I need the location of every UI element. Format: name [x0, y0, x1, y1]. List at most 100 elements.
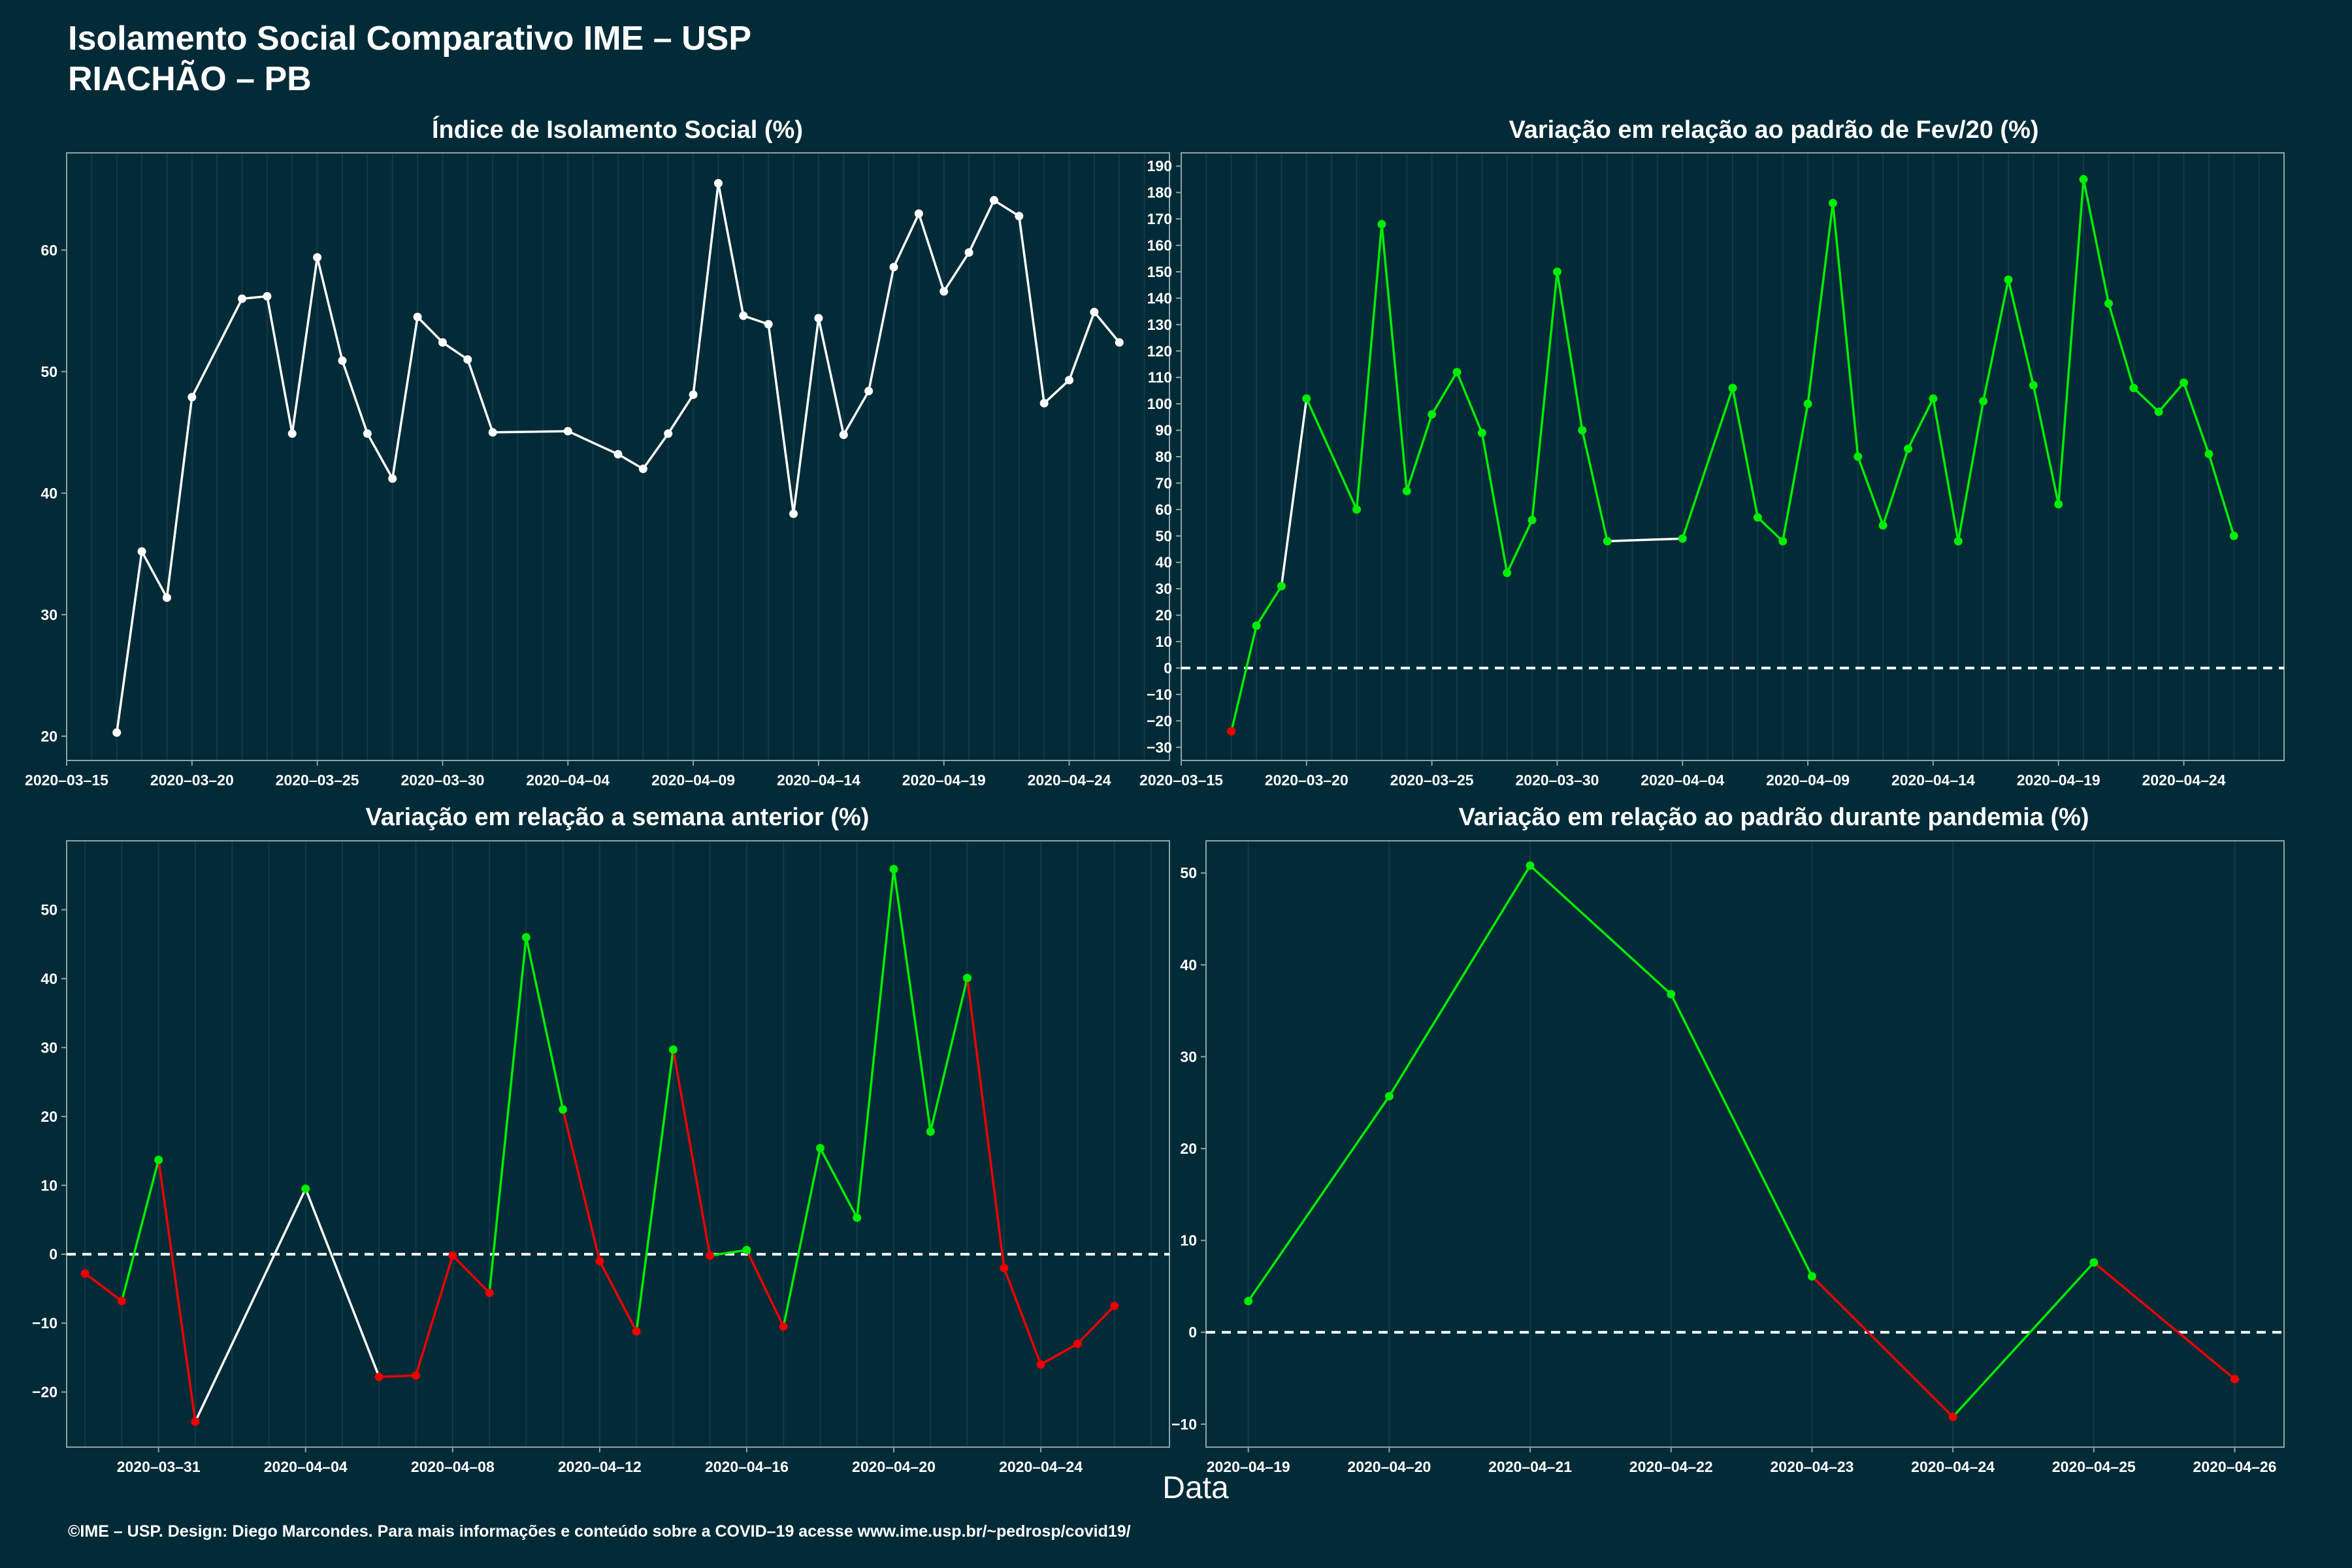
- data-point: [1904, 444, 1913, 453]
- data-point: [1115, 338, 1124, 347]
- x-tick-label: 2020–03–20: [1265, 772, 1348, 789]
- data-point: [1015, 212, 1024, 221]
- data-point: [839, 431, 848, 440]
- data-point: [742, 1245, 751, 1254]
- x-tick-label: 2020–04–04: [1641, 772, 1724, 789]
- series-segment: [1831, 203, 1859, 457]
- data-point: [2154, 407, 2163, 416]
- series-segment: [341, 360, 369, 434]
- data-point: [363, 429, 372, 438]
- y-tick-label: 110: [1148, 369, 1172, 386]
- data-point: [889, 263, 898, 272]
- main-title: Isolamento Social Comparativo IME – USP …: [68, 18, 751, 99]
- chart-panel-3: −20 −10 0 10 20 30 40 50 2020–03–31 2020–04–04 202…: [32, 840, 1170, 1475]
- data-point: [1552, 267, 1561, 276]
- x-tick-label: 2020–04–14: [1891, 772, 1975, 789]
- data-point: [1384, 1092, 1394, 1101]
- data-point: [1110, 1301, 1119, 1311]
- series-segment: [1305, 398, 1358, 510]
- y-tick-label: −30: [1147, 739, 1172, 756]
- data-point: [117, 1296, 126, 1305]
- x-tick-label: 2020–03–15: [25, 772, 108, 789]
- data-point: [668, 1045, 678, 1054]
- y-tick-label: 0: [1164, 659, 1172, 676]
- data-point: [2029, 381, 2038, 390]
- y-tick-label: −20: [32, 1384, 57, 1401]
- x-tick-label: 2020–03–25: [1390, 772, 1474, 789]
- series-segment: [1405, 414, 1433, 492]
- data-point: [412, 1371, 421, 1380]
- series-segment: [966, 977, 1005, 1269]
- series-segment: [817, 318, 845, 435]
- y-tick-label: 70: [1155, 474, 1172, 491]
- series-segment: [414, 1255, 454, 1376]
- series-segment: [567, 430, 619, 455]
- data-point: [1227, 727, 1236, 736]
- series-segment: [1018, 216, 1045, 404]
- x-tick-label: 2020–04–19: [2017, 772, 2100, 789]
- data-point: [559, 1105, 568, 1114]
- data-point: [1728, 384, 1737, 393]
- data-point: [963, 973, 972, 983]
- data-point: [1402, 487, 1411, 496]
- data-point: [1428, 410, 1437, 419]
- series-segment: [1782, 403, 1809, 542]
- series-segment: [1230, 625, 1258, 732]
- chart-panel-1: 20 30 40 50 60 2020–03–15 2020–03–20 2020–03–25…: [25, 152, 1170, 789]
- data-point: [521, 933, 531, 942]
- x-tick-label: 2020–04–23: [1770, 1458, 1854, 1475]
- series-segment: [667, 394, 694, 434]
- series-segment: [1355, 224, 1383, 510]
- x-tick-label: 2020–04–04: [526, 772, 610, 789]
- data-point: [926, 1127, 935, 1136]
- x-tick-label: 2020–03–20: [150, 772, 234, 789]
- data-point: [1073, 1339, 1082, 1348]
- series-segment: [642, 433, 670, 470]
- series-segment: [157, 1160, 197, 1422]
- data-point: [463, 355, 472, 364]
- x-tick-label: 2020–04–14: [777, 772, 860, 789]
- data-point: [1039, 399, 1049, 408]
- data-point: [1352, 505, 1362, 514]
- data-point: [1527, 515, 1537, 525]
- data-point: [1244, 1296, 1253, 1305]
- panel-title-variation-feb: Variação em relação ao padrão de Fev/20 …: [1509, 116, 2039, 144]
- data-point: [1302, 394, 1311, 403]
- y-tick-label: −10: [32, 1315, 57, 1331]
- y-tick-label: 20: [41, 728, 57, 745]
- data-point: [413, 312, 422, 321]
- y-tick-label: 50: [41, 901, 57, 918]
- series-segment: [842, 390, 870, 436]
- data-point: [964, 248, 973, 257]
- series-segment: [1003, 1267, 1042, 1365]
- series-segment: [710, 1249, 747, 1257]
- plot-frame: [66, 152, 1170, 761]
- y-tick-label: 10: [41, 1177, 57, 1194]
- series-segment: [1280, 398, 1308, 587]
- series-segment: [194, 1188, 307, 1422]
- data-point: [789, 509, 798, 518]
- y-tick-label: 180: [1147, 184, 1172, 201]
- series-segment: [2032, 385, 2060, 505]
- data-point: [287, 429, 297, 438]
- data-point: [1807, 1271, 1816, 1281]
- x-tick-label: 2020–04–09: [651, 772, 735, 789]
- y-tick-label: 10: [1155, 633, 1172, 650]
- x-tick-label: 2020–04–16: [705, 1458, 789, 1475]
- y-tick-label: 40: [41, 485, 57, 502]
- data-point: [1828, 199, 1837, 208]
- data-point: [1778, 536, 1788, 546]
- data-point: [1678, 534, 1687, 543]
- y-tick-label: 50: [41, 363, 57, 380]
- data-point: [2230, 1375, 2240, 1384]
- series-segment: [2007, 279, 2035, 386]
- data-point: [313, 253, 322, 262]
- data-point: [1803, 399, 1812, 408]
- series-segment: [1757, 516, 1784, 542]
- series-segment: [1531, 271, 1559, 521]
- series-segment: [1431, 371, 1458, 416]
- y-tick-label: 0: [49, 1246, 57, 1263]
- data-point: [2104, 299, 2113, 308]
- series-segment: [855, 869, 895, 1218]
- x-tick-label: 2020–04–21: [1488, 1458, 1572, 1475]
